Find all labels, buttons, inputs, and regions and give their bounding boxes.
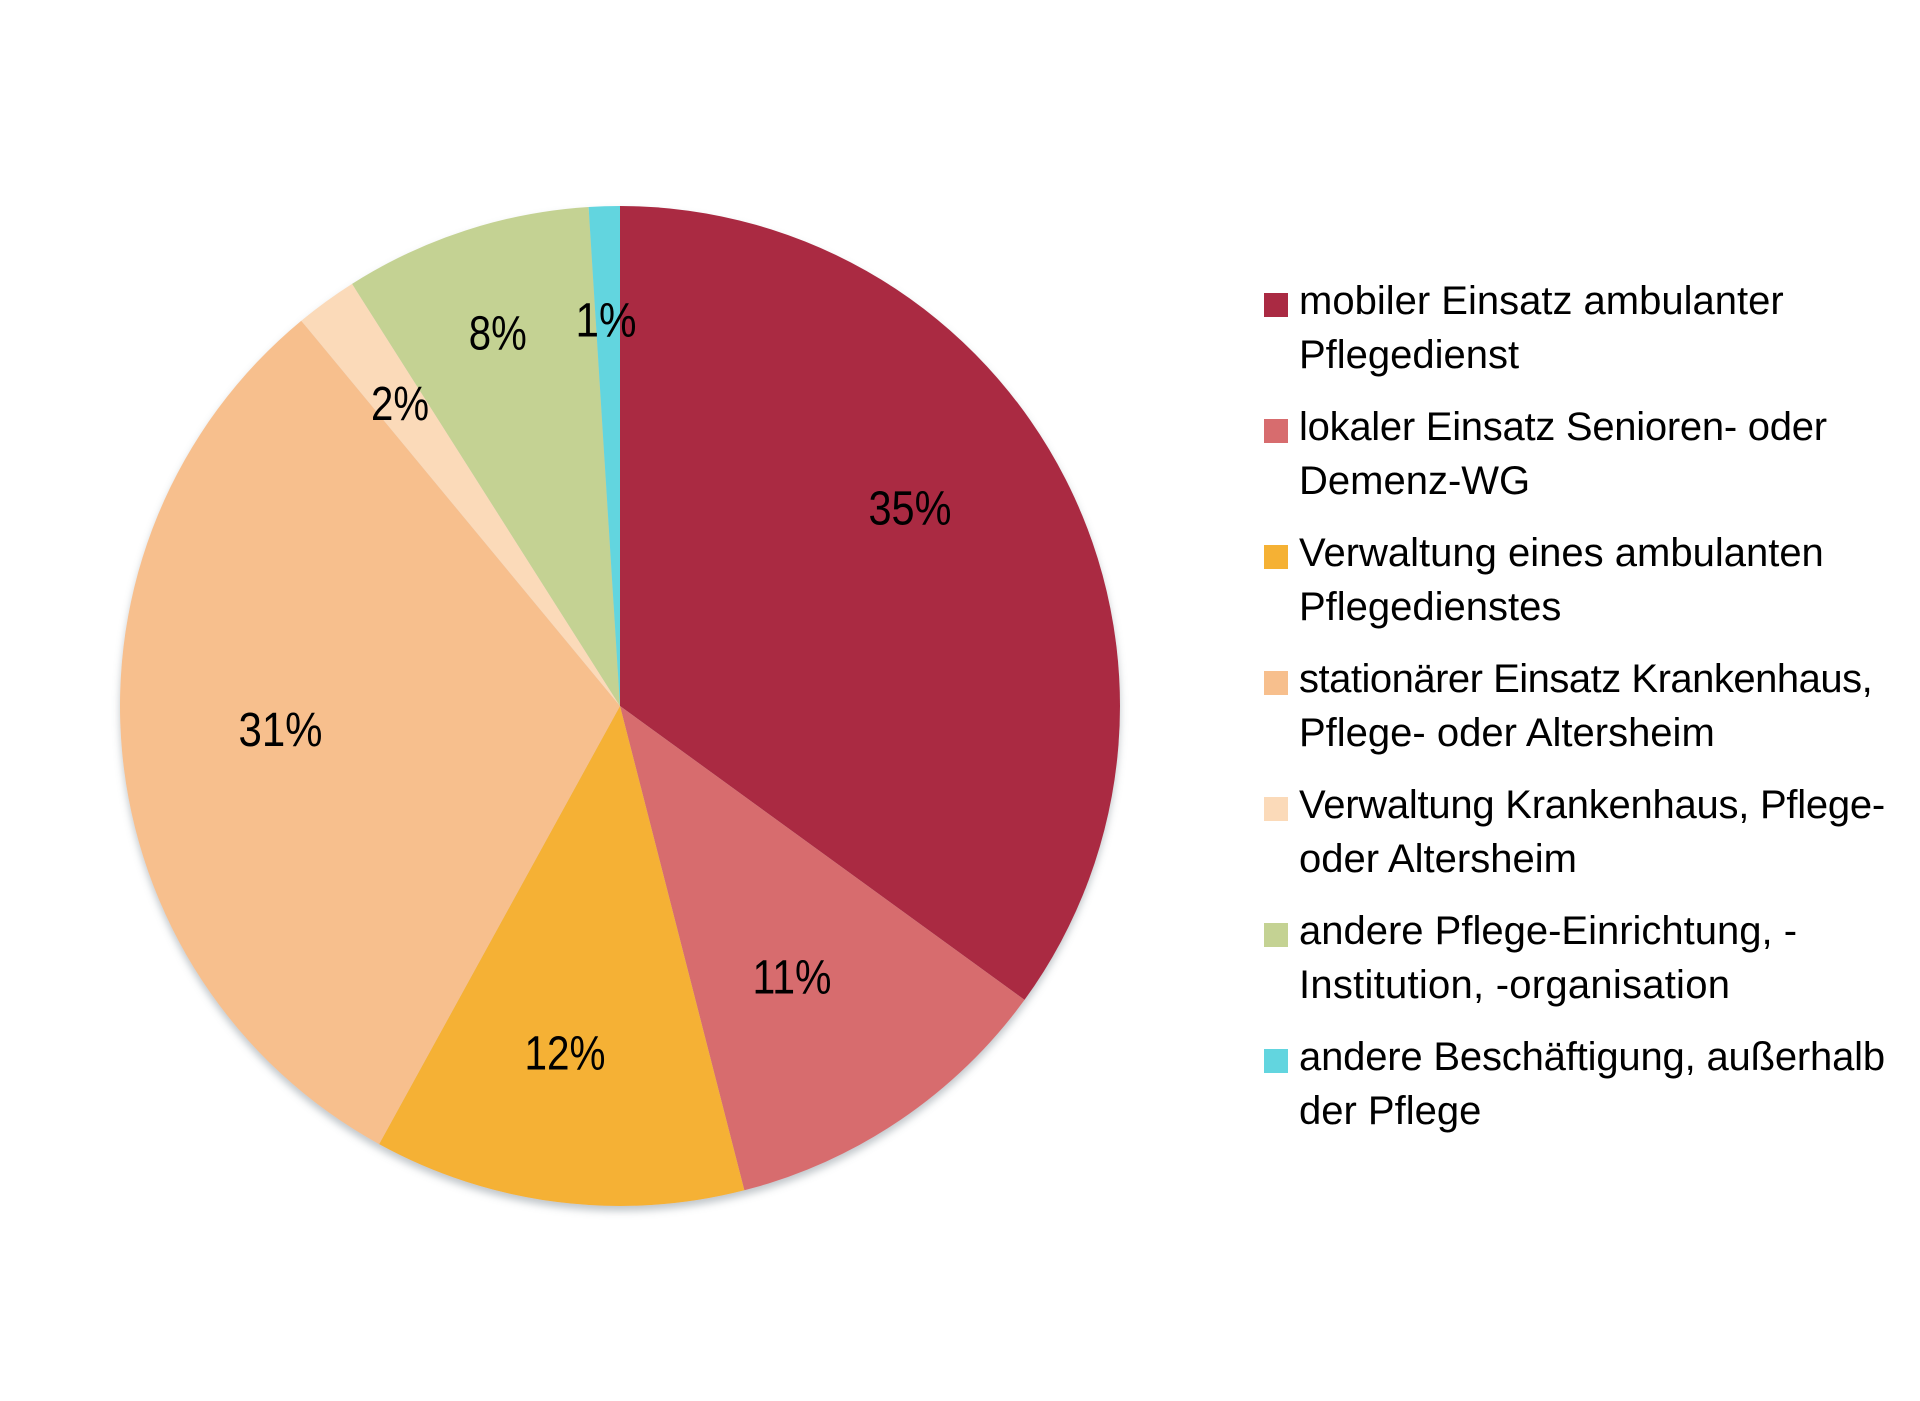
svg-text:11%: 11% — [753, 952, 832, 1005]
svg-text:12%: 12% — [525, 1028, 606, 1081]
svg-text:2%: 2% — [371, 378, 429, 431]
svg-text:8%: 8% — [469, 308, 527, 361]
svg-text:35%: 35% — [869, 483, 952, 536]
svg-text:31%: 31% — [239, 704, 323, 757]
svg-text:1%: 1% — [576, 295, 637, 348]
